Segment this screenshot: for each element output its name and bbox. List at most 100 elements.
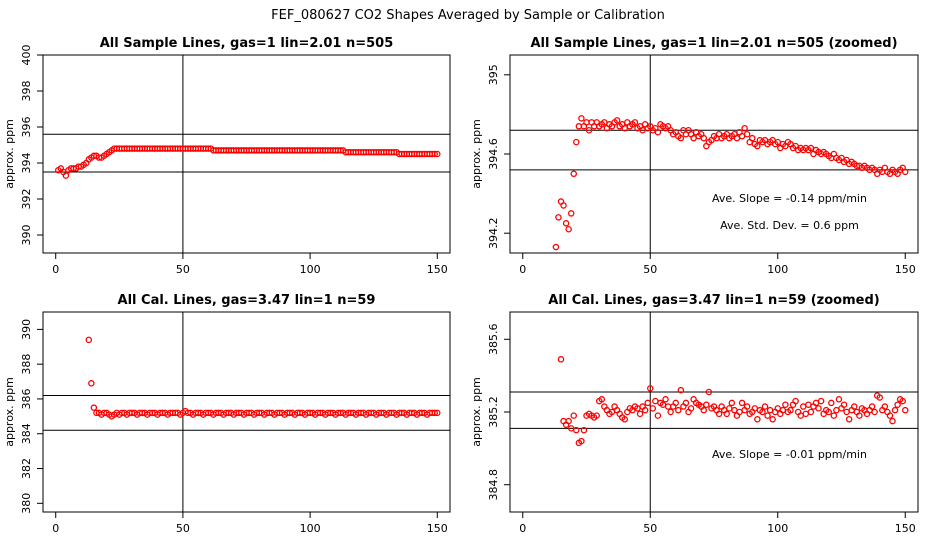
data-point xyxy=(664,403,672,410)
y-tick-label: 388 xyxy=(20,354,33,375)
data-point xyxy=(743,130,751,138)
y-tick-label: 396 xyxy=(20,117,33,138)
data-point xyxy=(578,115,585,122)
x-tick-label: 100 xyxy=(767,263,788,276)
y-axis-label: approx. ppm xyxy=(470,377,483,447)
data-point xyxy=(881,403,889,410)
x-tick-label: 50 xyxy=(176,263,190,276)
panel-title: All Cal. Lines, gas=3.47 lin=1 n=59 (zoo… xyxy=(548,293,879,308)
x-tick-label: 50 xyxy=(643,522,657,535)
data-point xyxy=(766,406,774,414)
x-tick-label: 0 xyxy=(52,263,59,276)
x-tick-label: 100 xyxy=(300,522,321,535)
data-point xyxy=(662,396,669,403)
y-tick-label: 384 xyxy=(20,423,33,444)
data-point xyxy=(565,225,572,233)
y-tick-label: 400 xyxy=(20,45,33,66)
data-point xyxy=(728,399,736,407)
data-point xyxy=(851,403,858,410)
data-point xyxy=(754,142,761,150)
annotation-text: Ave. Std. Dev. = 0.6 ppm xyxy=(720,219,859,232)
data-point xyxy=(431,150,438,158)
annotation-text: Ave. Slope = -0.14 ppm/min xyxy=(712,192,867,205)
data-point xyxy=(733,134,741,142)
y-tick-label: 394.2 xyxy=(487,217,500,249)
panel-cal-lines: All Cal. Lines, gas=3.47 lin=1 n=59 0 50 10… xyxy=(3,293,451,535)
data-point xyxy=(562,220,570,227)
data-point xyxy=(769,416,776,423)
data-point xyxy=(555,214,562,221)
data-point xyxy=(761,403,769,410)
data-point xyxy=(894,401,901,408)
x-tick-label: 150 xyxy=(895,522,916,535)
data-point xyxy=(565,417,572,425)
data-point xyxy=(891,406,899,414)
data-point xyxy=(802,410,810,418)
y-tick-label: 392 xyxy=(20,189,33,210)
data-point xyxy=(654,412,662,419)
data-point xyxy=(62,172,70,179)
data-point xyxy=(654,128,662,136)
data-point xyxy=(700,134,708,142)
data-point xyxy=(817,397,825,405)
x-tick-label: 150 xyxy=(427,263,448,276)
data-point xyxy=(583,119,590,126)
data-point xyxy=(585,126,593,134)
data-point xyxy=(621,416,629,423)
data-point xyxy=(815,405,822,412)
data-point xyxy=(845,416,853,423)
y-tick-label: 394.6 xyxy=(487,138,500,170)
data-point xyxy=(644,399,651,407)
panel-title: All Sample Lines, gas=1 lin=2.01 n=505 (… xyxy=(530,36,897,51)
panel-title: All Cal. Lines, gas=3.47 lin=1 n=59 xyxy=(118,293,376,308)
data-point xyxy=(552,243,560,251)
data-point xyxy=(759,408,766,416)
data-point xyxy=(90,404,98,411)
data-point xyxy=(573,426,580,434)
panel-sample-lines: All Sample Lines, gas=1 lin=2.01 n=505 0 5… xyxy=(3,36,451,276)
data-point xyxy=(570,170,578,178)
data-point xyxy=(889,417,896,425)
x-tick-label: 100 xyxy=(300,263,321,276)
data-point xyxy=(782,401,789,408)
data-point xyxy=(570,412,578,419)
data-point xyxy=(738,399,746,407)
y-tick-label: 385.6 xyxy=(487,324,500,356)
data-point xyxy=(868,403,876,410)
x-tick-label: 100 xyxy=(767,522,788,535)
data-point xyxy=(805,401,812,408)
data-point xyxy=(828,399,835,407)
data-point xyxy=(738,132,746,140)
y-tick-label: 382 xyxy=(20,458,33,479)
data-point xyxy=(578,437,585,445)
data-point xyxy=(636,410,644,418)
data-point xyxy=(431,409,438,417)
data-point xyxy=(667,408,674,416)
y-tick-label: 380 xyxy=(20,493,33,514)
y-axis-label: approx. ppm xyxy=(3,377,16,447)
data-point xyxy=(899,397,906,405)
data-point xyxy=(833,406,840,414)
y-tick-label: 384.8 xyxy=(487,469,500,501)
x-tick-label: 50 xyxy=(643,263,657,276)
data-point xyxy=(743,403,751,410)
x-tick-label: 0 xyxy=(519,522,526,535)
data-point xyxy=(649,405,657,412)
data-point xyxy=(677,386,685,394)
data-point xyxy=(754,416,761,423)
data-point xyxy=(88,380,95,387)
data-point xyxy=(886,412,894,419)
plot-frame xyxy=(42,54,451,254)
data-point xyxy=(792,397,799,405)
data-point xyxy=(613,117,621,124)
data-point xyxy=(856,412,863,419)
data-point xyxy=(700,406,708,414)
data-point xyxy=(85,336,93,344)
panel-title: All Sample Lines, gas=1 lin=2.01 n=505 xyxy=(100,36,394,51)
data-point xyxy=(830,412,838,419)
panel-sample-lines-zoomed: All Sample Lines, gas=1 lin=2.01 n=505 (… xyxy=(470,36,919,276)
y-tick-label: 395 xyxy=(487,64,500,85)
data-point xyxy=(715,410,723,418)
plot-frame xyxy=(42,311,451,513)
